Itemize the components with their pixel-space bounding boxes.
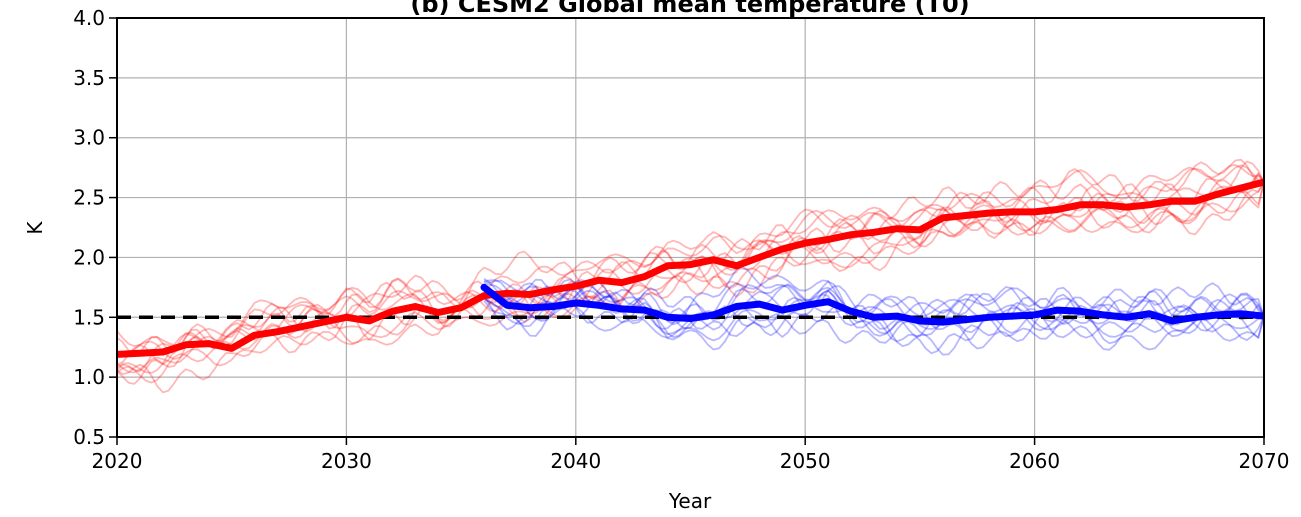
x-tick-label: 2050: [780, 449, 831, 473]
ensemble-member-line: [483, 286, 1264, 339]
y-axis-label: K: [23, 221, 47, 235]
ensemble-member-line: [483, 277, 1264, 344]
red-ensemble-mean-line: [117, 178, 1264, 358]
y-tick-label: 0.5: [73, 425, 105, 449]
x-tick-label: 2070: [1239, 449, 1290, 473]
x-tick-label: 2060: [1009, 449, 1060, 473]
y-tick-label: 3.5: [73, 66, 105, 90]
ensemble-member-line: [117, 160, 1264, 357]
ensemble-member-line: [483, 265, 1264, 351]
ensemble-member-line: [483, 274, 1264, 342]
ensemble-member-line: [117, 181, 1264, 373]
ensemble-member-line: [117, 181, 1264, 374]
ensemble-member-line: [483, 283, 1264, 340]
plot-frame: [116, 17, 1265, 438]
y-tick-label: 2.5: [73, 186, 105, 210]
blue-ensemble-mean-line: [480, 283, 1264, 326]
y-tick-label: 3.0: [73, 126, 105, 150]
ensemble-member-line: [117, 169, 1264, 354]
x-axis-label: Year: [668, 489, 712, 513]
ensemble-member-line: [117, 163, 1264, 367]
chart-title: (b) CESM2 Global mean temperature (T0): [410, 0, 969, 18]
x-tick-label: 2040: [550, 449, 601, 473]
y-tick-label: 1.5: [73, 305, 105, 329]
ensemble-member-line: [117, 158, 1264, 394]
y-tick-label: 1.0: [73, 365, 105, 389]
ensemble-members: [117, 158, 1264, 394]
y-axis: 0.5 1.0 1.5 2.0 2.5 3.0 3.5 4.0: [73, 6, 117, 449]
x-axis: 2020 2030 2040 2050 2060 2070: [92, 437, 1290, 473]
y-tick-label: 2.0: [73, 245, 105, 269]
series-lines: [117, 178, 1264, 358]
y-tick-label: 4.0: [73, 6, 105, 30]
ensemble-member-line: [483, 278, 1264, 351]
ensemble-member-line: [117, 179, 1264, 385]
x-tick-label: 2030: [321, 449, 372, 473]
x-tick-label: 2020: [92, 449, 143, 473]
grid: [116, 17, 1265, 438]
